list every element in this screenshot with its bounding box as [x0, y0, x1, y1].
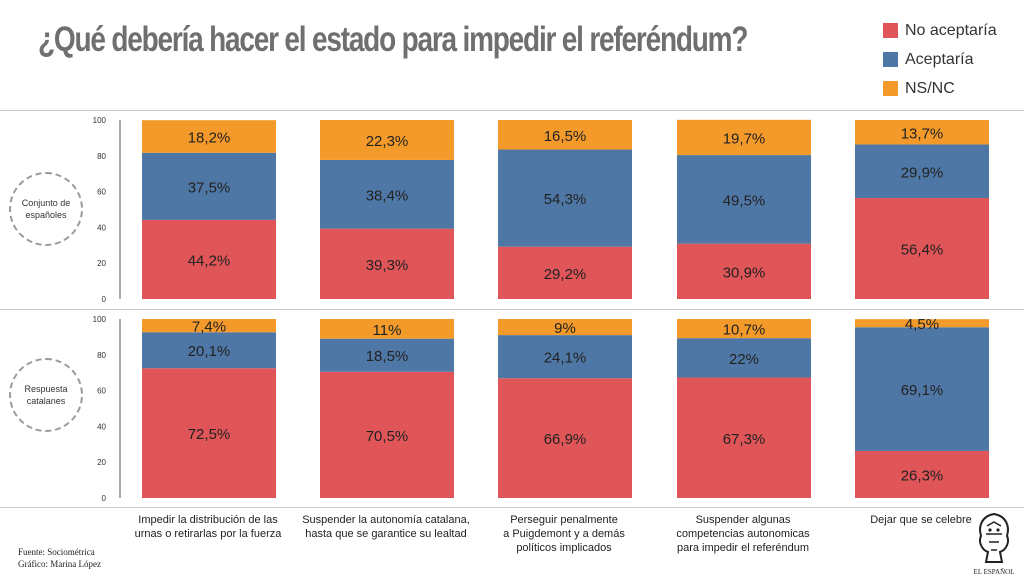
legend-label: Aceptaría	[905, 50, 974, 68]
bar-segment	[855, 327, 989, 451]
bar-segment	[142, 152, 276, 220]
legend-label: NS/NC	[905, 79, 955, 97]
y-tick-label: 100	[93, 116, 107, 125]
data-label: 39,3%	[366, 257, 409, 274]
data-label: 22%	[729, 351, 759, 368]
bar-segment	[498, 335, 632, 379]
data-label: 9%	[554, 320, 576, 337]
y-tick-label: 0	[102, 494, 107, 503]
data-label: 7,4%	[192, 319, 226, 336]
legend-swatch-red	[883, 23, 898, 38]
data-label: 72,5%	[188, 426, 231, 443]
data-label: 54,3%	[544, 191, 587, 208]
bar-segment	[677, 155, 811, 244]
bar-segment	[320, 228, 454, 299]
y-tick-label: 60	[97, 188, 106, 197]
y-tick-label: 20	[97, 259, 106, 268]
data-label: 30,9%	[723, 264, 766, 281]
bar-segment	[498, 149, 632, 247]
bar-segment	[855, 144, 989, 199]
y-tick-label: 80	[97, 351, 106, 360]
logo-wordmark: EL ESPAÑOL	[974, 568, 1015, 576]
el-espanol-logo: EL ESPAÑOL	[974, 512, 1015, 576]
legend-label: No aceptaría	[905, 21, 997, 39]
separator-middle	[0, 309, 1024, 310]
data-label: 37,5%	[188, 179, 231, 196]
bar-segment	[320, 371, 454, 498]
data-label: 29,9%	[901, 164, 944, 181]
legend-item-nsnc: NS/NC	[883, 74, 997, 103]
y-tick-label: 20	[97, 458, 106, 467]
data-label: 44,2%	[188, 252, 231, 269]
bar-segment	[855, 450, 989, 498]
data-label: 67,3%	[723, 431, 766, 448]
bar-segment	[677, 243, 811, 299]
data-label: 11%	[373, 322, 402, 339]
data-label: 10,7%	[723, 322, 766, 339]
data-label: 38,4%	[366, 187, 409, 204]
data-label: 4,5%	[905, 316, 939, 333]
data-label: 66,9%	[544, 431, 587, 448]
category-label: Dejar que se celebre	[870, 514, 972, 526]
source-note: Fuente: Sociométrica	[18, 547, 95, 557]
data-label: 26,3%	[901, 467, 944, 484]
data-label: 70,5%	[366, 428, 409, 445]
bar-segment	[677, 377, 811, 498]
y-tick-label: 80	[97, 152, 106, 161]
separator-top	[0, 110, 1024, 111]
category-label: Perseguir penalmente a Puigdemont y a de…	[503, 514, 625, 554]
chart-title: ¿Qué debería hacer el estado para impedi…	[38, 20, 748, 59]
bar-segment	[677, 338, 811, 378]
legend-item-no-aceptaria: No aceptaría	[883, 16, 997, 45]
bar-segment	[855, 319, 989, 328]
bar-segment	[320, 159, 454, 229]
legend-item-aceptaria: Aceptaría	[883, 45, 997, 74]
group-label-catalanes: Respuesta catalanes	[9, 358, 83, 432]
data-label: 29,2%	[544, 266, 587, 283]
bar-segment	[498, 319, 632, 336]
separator-bottom	[0, 507, 1024, 508]
data-label: 19,7%	[723, 130, 766, 147]
bar-segment	[855, 120, 989, 145]
data-label: 18,2%	[188, 129, 231, 146]
y-tick-label: 0	[102, 295, 107, 304]
group-label-espanoles: Conjunto de españoles	[9, 172, 83, 246]
bar-segment	[142, 368, 276, 498]
legend-swatch-orange	[883, 81, 898, 96]
data-label: 49,5%	[723, 192, 766, 209]
legend-swatch-blue	[883, 52, 898, 67]
bar-segment	[677, 319, 811, 339]
bar-segment	[142, 319, 276, 333]
bar-segment	[498, 246, 632, 299]
bar-segment	[677, 119, 811, 156]
bar-segment	[142, 219, 276, 299]
lion-mane-icon	[978, 512, 1010, 563]
category-label: Impedir la distribución de las urnas o r…	[134, 514, 282, 540]
bar-segment	[320, 319, 454, 339]
bar-segment	[142, 332, 276, 369]
data-label: 20,1%	[188, 343, 231, 360]
category-label: Suspender la autonomía catalana, hasta q…	[302, 514, 470, 540]
bar-segment	[142, 120, 276, 153]
data-label: 56,4%	[901, 242, 944, 259]
graphic-credit: Gráfico: Marina López	[18, 559, 101, 569]
bar-segment	[320, 338, 454, 372]
y-tick-label: 100	[93, 315, 107, 324]
data-label: 22,3%	[366, 133, 409, 150]
bar-segment	[855, 198, 989, 299]
category-label: Suspender algunas competencias autonomic…	[676, 514, 810, 554]
data-label: 18,5%	[366, 348, 409, 365]
data-label: 13,7%	[901, 125, 944, 142]
data-label: 24,1%	[544, 350, 587, 367]
bar-segment	[498, 120, 632, 150]
y-tick-label: 40	[97, 422, 106, 431]
data-label: 69,1%	[901, 382, 944, 399]
y-tick-label: 40	[97, 223, 106, 232]
data-label: 16,5%	[544, 128, 587, 145]
bar-segment	[498, 378, 632, 498]
y-tick-label: 60	[97, 387, 106, 396]
legend: No aceptaría Aceptaría NS/NC	[883, 16, 997, 103]
bar-segment	[320, 120, 454, 160]
